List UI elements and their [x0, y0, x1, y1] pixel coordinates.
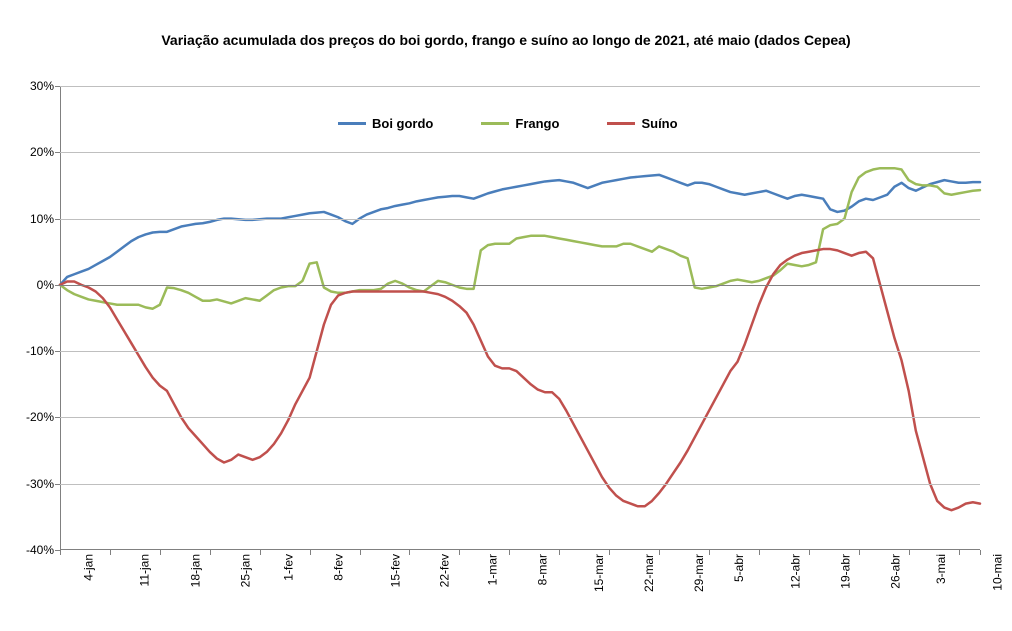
series-line-suíno — [60, 249, 980, 510]
chart-container: Variação acumulada dos preços do boi gor… — [0, 0, 1012, 631]
xtick-mark — [809, 550, 810, 555]
legend-swatch — [481, 122, 509, 125]
xtick-label: 8-mar — [536, 554, 550, 585]
gridline — [60, 86, 980, 87]
xtick-mark — [459, 550, 460, 555]
legend-item: Suíno — [607, 116, 677, 131]
xtick-mark — [909, 550, 910, 555]
xtick-label: 19-abr — [839, 554, 853, 589]
gridline — [60, 152, 980, 153]
xtick-label: 15-fev — [388, 554, 402, 587]
gridline — [60, 219, 980, 220]
xtick-label: 10-mai — [990, 554, 1004, 591]
xtick-label: 11-jan — [137, 554, 151, 586]
series-line-frango — [60, 168, 980, 309]
ytick-label: -20% — [26, 410, 60, 424]
xtick-mark — [659, 550, 660, 555]
gridline — [60, 351, 980, 352]
xtick-mark — [859, 550, 860, 555]
xtick-mark — [110, 550, 111, 555]
ytick-label: 10% — [30, 212, 60, 226]
xtick-label: 3-mai — [934, 554, 948, 584]
xtick-mark — [980, 550, 981, 555]
gridline — [60, 484, 980, 485]
xtick-mark — [609, 550, 610, 555]
ytick-label: -10% — [26, 344, 60, 358]
xtick-label: 1-fev — [281, 554, 295, 581]
xtick-label: 22-mar — [642, 554, 656, 592]
xtick-mark — [509, 550, 510, 555]
xtick-mark — [260, 550, 261, 555]
xtick-mark — [160, 550, 161, 555]
ytick-label: 0% — [37, 278, 60, 292]
chart-title: Variação acumulada dos preços do boi gor… — [0, 32, 1012, 48]
legend-label: Suíno — [641, 116, 677, 131]
xtick-mark — [759, 550, 760, 555]
xtick-label: 8-fev — [331, 554, 345, 581]
xtick-label: 12-abr — [789, 554, 803, 589]
plot-area: -40%-30%-20%-10%0%10%20%30%4-jan11-jan18… — [60, 86, 980, 550]
xtick-mark — [60, 550, 61, 555]
xtick-label: 25-jan — [238, 554, 252, 587]
legend-item: Boi gordo — [338, 116, 433, 131]
ytick-label: 30% — [30, 79, 60, 93]
legend-label: Boi gordo — [372, 116, 433, 131]
xtick-mark — [709, 550, 710, 555]
legend-swatch — [607, 122, 635, 125]
xtick-mark — [310, 550, 311, 555]
legend-item: Frango — [481, 116, 559, 131]
xtick-label: 26-abr — [888, 554, 902, 589]
xtick-label: 5-abr — [732, 554, 746, 582]
xtick-mark — [559, 550, 560, 555]
xtick-mark — [360, 550, 361, 555]
xtick-mark — [409, 550, 410, 555]
gridline — [60, 285, 980, 286]
legend-swatch — [338, 122, 366, 125]
ytick-label: -30% — [26, 477, 60, 491]
xtick-label: 15-mar — [592, 554, 606, 592]
ytick-label: -40% — [26, 543, 60, 557]
ytick-label: 20% — [30, 145, 60, 159]
xtick-label: 22-fev — [438, 554, 452, 587]
xtick-label: 29-mar — [692, 554, 706, 592]
xtick-label: 18-jan — [188, 554, 202, 587]
gridline — [60, 417, 980, 418]
xtick-mark — [210, 550, 211, 555]
legend-label: Frango — [515, 116, 559, 131]
xtick-label: 1-mar — [486, 554, 500, 585]
xtick-label: 4-jan — [82, 554, 96, 581]
series-lines — [60, 86, 980, 550]
xtick-mark — [959, 550, 960, 555]
legend: Boi gordo Frango Suíno — [338, 116, 678, 131]
series-line-boi-gordo — [60, 175, 980, 285]
